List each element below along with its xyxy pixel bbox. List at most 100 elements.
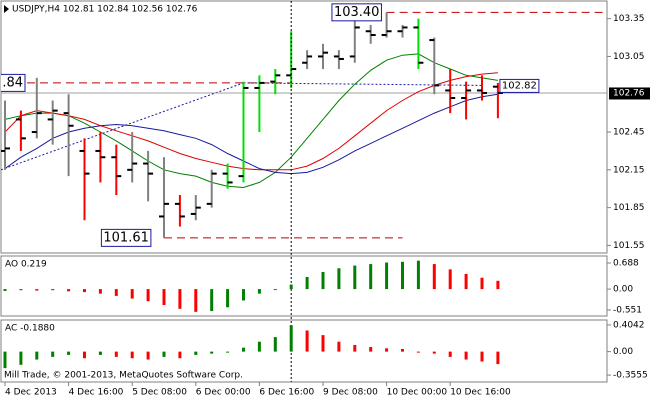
indicator-bar — [19, 351, 23, 365]
indicator-bar — [162, 351, 166, 357]
y-tick-label: 103.05 — [613, 52, 645, 62]
indicator-bar — [257, 289, 261, 294]
indicator-bar — [385, 262, 389, 290]
y-tick-label: 0.00 — [613, 347, 633, 357]
main-panel — [0, 0, 608, 254]
indicator-bar — [226, 351, 230, 353]
y-tick-label: 0.4042 — [613, 320, 645, 330]
indicator-bar — [448, 269, 452, 290]
indicator-bar — [337, 341, 341, 352]
indicator-bar — [194, 289, 198, 312]
level-label: 102.84 — [0, 75, 23, 90]
indicator-bar — [496, 351, 500, 365]
indicator-bar — [464, 351, 468, 360]
indicator-bar — [35, 351, 39, 360]
indicator-bar — [83, 351, 86, 359]
indicator-bar — [98, 351, 102, 355]
indicator-bar — [146, 351, 150, 360]
x-tick-label: 5 Dec 08:00 — [132, 388, 187, 398]
indicator-bar — [448, 351, 452, 357]
x-tick-label: 6 Dec 00:00 — [196, 388, 251, 398]
y-tick-label: -0.551 — [613, 305, 642, 315]
level-label: 102.82 — [502, 80, 537, 91]
indicator-bar — [114, 289, 118, 296]
indicator-bar — [305, 276, 309, 290]
indicator-bar — [273, 289, 277, 291]
indicator-bar — [432, 264, 436, 290]
indicator-bar — [67, 289, 71, 292]
y-tick-label: 101.85 — [613, 203, 645, 213]
indicator-bar — [321, 272, 325, 290]
title-icon — [4, 5, 9, 13]
indicator-bar — [178, 351, 182, 359]
indicator-bar — [321, 335, 325, 352]
y-tick-label: 101.55 — [613, 241, 645, 251]
indicator-title: AO 0.219 — [5, 260, 47, 270]
ao-panel — [0, 255, 608, 317]
y-tick-label: -0.3555 — [613, 371, 648, 381]
indicator-bar — [369, 264, 373, 290]
indicator-bar — [273, 337, 277, 352]
indicator-bar — [480, 277, 484, 290]
indicator-bar — [353, 345, 357, 352]
indicator-bar — [337, 268, 341, 290]
y-tick-label: 0.688 — [613, 259, 639, 269]
indicator-bar — [353, 265, 357, 290]
x-tick-label: 10 Dec 16:00 — [450, 388, 511, 398]
indicator-bar — [194, 351, 198, 355]
indicator-bar — [464, 273, 468, 290]
y-tick-label: 0.00 — [613, 285, 633, 295]
indicator-bar — [35, 289, 39, 291]
indicator-bar — [210, 351, 214, 354]
indicator-bar — [289, 284, 293, 290]
indicator-bar — [432, 351, 436, 354]
indicator-bar — [242, 347, 245, 352]
indicator-bar — [480, 351, 484, 362]
x-tick-label: 10 Dec 00:00 — [387, 388, 448, 398]
indicator-bar — [51, 289, 55, 291]
moving-average — [4, 53, 498, 189]
indicator-bar — [242, 289, 245, 301]
indicator-bar — [210, 289, 214, 312]
moving-average — [4, 72, 498, 171]
indicator-bar — [162, 289, 166, 306]
trend-line — [1, 82, 244, 171]
level-label-box — [1, 73, 26, 92]
level-label: 103.40 — [334, 5, 380, 20]
current-price-label: 102.76 — [613, 88, 645, 98]
indicator-bar — [3, 289, 7, 291]
chart-title: USDJPY,H4 102.81 102.84 102.56 102.76 — [12, 5, 198, 15]
indicator-bar — [401, 348, 404, 352]
indicator-bar — [305, 330, 309, 352]
y-tick-label: 102.15 — [613, 165, 645, 175]
indicator-bar — [3, 351, 7, 369]
level-label: 101.61 — [103, 230, 148, 245]
indicator-bar — [416, 260, 420, 290]
indicator-bar — [83, 289, 86, 293]
indicator-bar — [416, 351, 420, 353]
level-label-box — [100, 228, 152, 247]
indicator-bar — [369, 347, 373, 352]
current-price-box — [609, 87, 650, 100]
x-tick-label: 4 Dec 2013 — [5, 388, 57, 398]
indicator-title: AC -0.1880 — [5, 324, 55, 334]
copyright: Mill Trade, © 2001-2013, MetaQuotes Soft… — [4, 371, 243, 381]
x-tick-label: 9 Dec 08:00 — [323, 388, 378, 398]
indicator-bar — [289, 325, 293, 352]
indicator-bar — [496, 280, 500, 290]
ac-panel — [0, 319, 608, 383]
indicator-bar — [385, 348, 389, 352]
indicator-bar — [19, 289, 23, 291]
indicator-bar — [98, 289, 102, 294]
indicator-bar — [401, 261, 404, 290]
indicator-bar — [67, 351, 71, 355]
indicator-bar — [114, 351, 118, 357]
x-tick-label: 4 Dec 16:00 — [69, 388, 124, 398]
indicator-bar — [146, 289, 150, 302]
y-tick-label: 103.35 — [613, 14, 645, 24]
y-tick-label: 102.45 — [613, 128, 645, 138]
indicator-bar — [51, 351, 55, 357]
main-layer: 103.40 101.61 102.84 102.82 — [0, 3, 607, 247]
moving-average — [4, 93, 498, 175]
